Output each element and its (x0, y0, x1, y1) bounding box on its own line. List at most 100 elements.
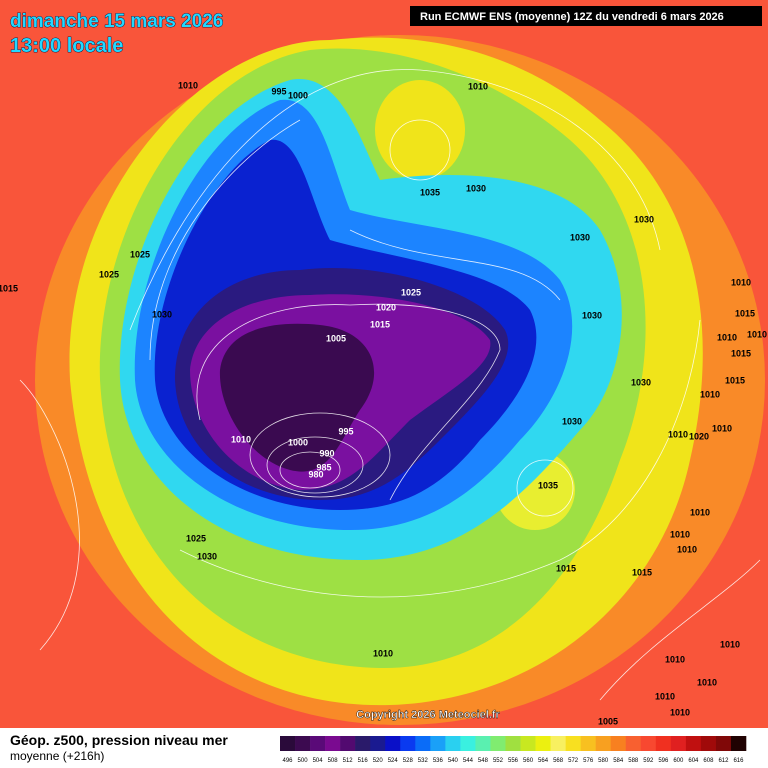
isobar-label: 1025 (130, 249, 150, 259)
scale-label: 520 (373, 758, 384, 764)
scale-swatch (430, 736, 446, 751)
isobar-label: 1015 (725, 375, 745, 385)
isobar-label: 995 (338, 426, 353, 436)
isobar (179, 319, 701, 598)
scale-label: 588 (628, 758, 639, 764)
scale-label: 536 (433, 758, 444, 764)
isobar (129, 69, 661, 331)
header: dimanche 15 mars 2026 13:00 locale Run E… (10, 6, 762, 57)
scale-swatch (565, 736, 581, 751)
scale-swatch (385, 736, 401, 751)
isobar-label: 1030 (570, 232, 590, 242)
isobar-label: 1000 (288, 90, 308, 100)
isobar-label: 1015 (735, 308, 755, 318)
scale-label: 504 (313, 758, 324, 764)
scale-label: 544 (463, 758, 474, 764)
scale-swatch (640, 736, 657, 751)
scale-swatch (655, 736, 672, 751)
isobar-label: 1010 (717, 332, 737, 342)
copyright: Copyright 2026 Meteociel.fr (356, 709, 500, 721)
isobar-label: 1010 (665, 654, 685, 664)
scale-swatch (310, 736, 326, 751)
isobar-label: 1030 (631, 377, 651, 387)
scale-swatch (625, 736, 642, 751)
isobar-label: 1030 (466, 183, 486, 193)
isobar-label: 1010 (655, 691, 675, 701)
scale-swatch (325, 736, 341, 751)
isobar-label: 1025 (186, 533, 206, 543)
run-info: Run ECMWF ENS (moyenne) 12Z du vendredi … (420, 11, 724, 23)
isobar-label: 985 (316, 462, 331, 472)
isobar-label: 1030 (197, 551, 217, 561)
scale-label: 580 (598, 758, 609, 764)
scale-swatch (730, 736, 747, 751)
scale-swatch (475, 736, 491, 751)
scale-label: 564 (538, 758, 549, 764)
scale-label: 604 (688, 758, 699, 764)
scale-swatch (355, 736, 371, 751)
isobar-label: 1030 (152, 309, 172, 319)
scale-swatch (505, 736, 521, 751)
scale-swatch (370, 736, 386, 751)
isobar (249, 412, 391, 498)
legend: Géop. z500, pression niveau mer moyenne … (0, 728, 768, 768)
isobar-label: 1015 (556, 563, 576, 573)
isobar-label: 1030 (582, 310, 602, 320)
legend-subtitle: moyenne (+216h) (10, 749, 104, 763)
scale-swatch (340, 736, 356, 751)
isobar (516, 459, 574, 517)
isobar-label: 1005 (598, 716, 618, 726)
color-scale: 496 500 504 508 512 516 520 524 528 532 536 540 544 5… (280, 736, 747, 764)
isobar-label: 995 (271, 86, 286, 96)
scale-label: 532 (418, 758, 429, 764)
isobar (279, 451, 341, 489)
isobar-label: 1010 (373, 648, 393, 658)
scale-swatch (715, 736, 732, 751)
scale-swatch (550, 736, 566, 751)
isobar-label: 1010 (747, 329, 767, 339)
scale-swatch (595, 736, 612, 751)
isobar (266, 436, 364, 494)
isobar-label: 1015 (731, 348, 751, 358)
scale-label: 584 (613, 758, 624, 764)
isobar-label: 1010 (178, 80, 198, 90)
isobar-label: 1015 (0, 283, 18, 293)
isobar-label: 1010 (231, 434, 251, 444)
time: 13:00 locale (10, 35, 123, 57)
scale-label: 548 (478, 758, 489, 764)
isobar-label: 1010 (677, 544, 697, 554)
scale-label: 596 (658, 758, 669, 764)
high-north (375, 80, 465, 180)
scale-label: 560 (523, 758, 534, 764)
isobar-label: 1035 (420, 187, 440, 197)
scale-swatch (490, 736, 506, 751)
scale-swatch (610, 736, 627, 751)
isobar-label: 1005 (326, 333, 346, 343)
isobar-label: 1010 (712, 423, 732, 433)
scale-swatch (520, 736, 536, 751)
scale-label: 592 (643, 758, 654, 764)
scale-label: 616 (733, 758, 744, 764)
scale-label: 556 (508, 758, 519, 764)
scale-label: 552 (493, 758, 504, 764)
isobar-label: 1025 (99, 269, 119, 279)
scale-swatch (400, 736, 416, 751)
scale-label: 576 (583, 758, 594, 764)
scale-label: 500 (298, 758, 309, 764)
date: dimanche 15 mars 2026 (10, 11, 223, 32)
isobar-label: 1020 (689, 431, 709, 441)
scale-swatch (295, 736, 311, 751)
isobar-label: 1010 (731, 277, 751, 287)
scale-label: 600 (673, 758, 684, 764)
legend-title: Géop. z500, pression niveau mer (10, 732, 228, 748)
isobar-label: 1010 (700, 389, 720, 399)
isobar-label: 1010 (690, 507, 710, 517)
isobar-label: 1010 (668, 429, 688, 439)
isobar-label: 1010 (670, 707, 690, 717)
isobar-label: 1000 (288, 437, 308, 447)
scale-label: 508 (328, 758, 339, 764)
isobar (19, 379, 761, 701)
run-box (410, 6, 762, 26)
isobar-label: 980 (308, 469, 323, 479)
